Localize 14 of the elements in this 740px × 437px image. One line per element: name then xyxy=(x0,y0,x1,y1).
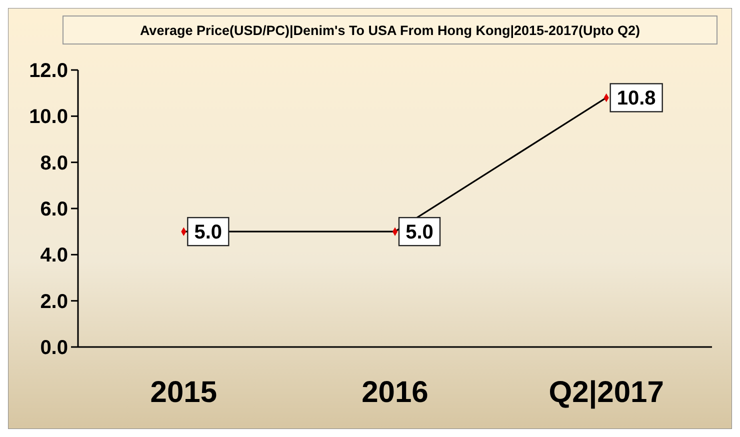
chart-title: Average Price(USD/PC)|Denim's To USA From Hong Kong|2015-2017(Upto Q2) xyxy=(140,23,640,38)
x-tick-label: 2016 xyxy=(362,376,428,409)
x-tick-label: 2015 xyxy=(150,376,218,409)
y-tick-label: 2.0 xyxy=(40,290,68,313)
y-tick-label: 0.0 xyxy=(40,337,68,359)
data-label: 5.0 xyxy=(194,222,222,244)
data-label: 10.8 xyxy=(616,88,656,110)
y-tick-label: 12.0 xyxy=(29,60,68,82)
y-tick-label: 6.0 xyxy=(40,198,68,220)
x-tick-label: Q2|2017 xyxy=(548,376,664,409)
y-tick-label: 4.0 xyxy=(40,244,68,267)
data-label: 5.0 xyxy=(406,222,434,244)
y-tick-label: 10.0 xyxy=(29,106,68,128)
y-tick-label: 8.0 xyxy=(40,152,68,174)
